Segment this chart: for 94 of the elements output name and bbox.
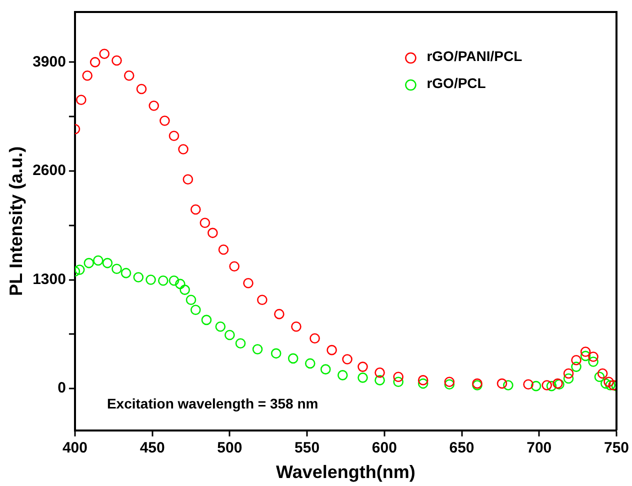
y-tick-label: 2600 xyxy=(32,162,66,180)
point xyxy=(133,272,144,282)
point xyxy=(148,100,160,111)
point xyxy=(374,368,385,378)
point xyxy=(546,380,557,392)
point xyxy=(102,258,113,268)
point xyxy=(342,354,352,364)
point xyxy=(158,275,168,286)
annotation: Excitation wavelength = 358 nm xyxy=(106,395,318,412)
point xyxy=(82,70,92,81)
point xyxy=(374,375,385,386)
point xyxy=(186,294,196,306)
point xyxy=(243,278,254,288)
point xyxy=(594,372,605,382)
y-axis-title: PL Intensity (a.u.) xyxy=(6,146,26,296)
point xyxy=(235,338,246,349)
point xyxy=(180,284,190,295)
point xyxy=(257,294,268,306)
point xyxy=(270,348,282,359)
point xyxy=(190,304,201,316)
x-tick-label: 500 xyxy=(217,440,242,457)
point xyxy=(337,370,348,380)
x-tick-label: 750 xyxy=(604,440,629,457)
point xyxy=(200,218,210,228)
x-tick-label: 650 xyxy=(449,440,474,457)
point xyxy=(215,321,226,332)
point xyxy=(444,376,455,388)
y-tick-label: 3900 xyxy=(32,53,66,70)
point xyxy=(90,57,100,68)
point xyxy=(580,346,591,357)
point xyxy=(168,275,180,286)
point xyxy=(182,174,194,185)
point xyxy=(580,350,591,362)
point xyxy=(218,244,229,255)
point xyxy=(112,55,122,66)
x-tick-label: 450 xyxy=(140,440,165,457)
point xyxy=(229,261,240,272)
y-tick-label: 1300 xyxy=(32,270,66,288)
point xyxy=(112,264,122,274)
point xyxy=(99,48,110,59)
point xyxy=(604,376,614,388)
point xyxy=(160,116,170,126)
point xyxy=(358,362,368,372)
point xyxy=(605,380,616,390)
point xyxy=(563,368,574,379)
point xyxy=(201,314,212,326)
point xyxy=(178,144,188,154)
point xyxy=(224,330,235,340)
point xyxy=(208,228,218,238)
point xyxy=(503,380,514,390)
point xyxy=(252,344,263,354)
point xyxy=(523,379,534,390)
point xyxy=(288,353,298,364)
point xyxy=(393,372,404,382)
x-tick-label: 550 xyxy=(294,440,320,457)
point xyxy=(496,378,508,389)
legend-label: rGO/PANI/PCL xyxy=(426,48,523,64)
point xyxy=(418,375,428,386)
point xyxy=(418,378,428,389)
point xyxy=(588,356,598,367)
point xyxy=(146,274,156,285)
point xyxy=(93,255,104,266)
point xyxy=(444,379,455,390)
legend-label: rGO/PCL xyxy=(426,74,486,91)
x-tick-label: 600 xyxy=(372,440,397,457)
point xyxy=(304,358,316,369)
point xyxy=(588,352,598,362)
point xyxy=(310,333,320,344)
y-tick-label: 0 xyxy=(58,380,66,397)
point xyxy=(74,264,85,275)
point xyxy=(571,362,582,372)
point xyxy=(291,321,302,332)
point xyxy=(542,380,552,390)
point xyxy=(274,308,284,320)
x-tick-label: 700 xyxy=(526,440,552,457)
point xyxy=(393,376,404,388)
point xyxy=(136,84,147,94)
point xyxy=(600,378,611,389)
point xyxy=(84,258,94,268)
point xyxy=(358,372,368,383)
point xyxy=(124,70,134,81)
point xyxy=(120,268,132,278)
x-tick-label: 400 xyxy=(62,440,88,457)
point xyxy=(320,364,331,374)
x-axis-title: Wavelength(nm) xyxy=(276,462,416,482)
point xyxy=(530,380,542,392)
point xyxy=(597,368,608,379)
point xyxy=(190,204,201,215)
point xyxy=(168,130,180,141)
point xyxy=(175,278,186,290)
point xyxy=(571,354,582,366)
point xyxy=(326,344,337,356)
point xyxy=(563,373,574,384)
point xyxy=(76,94,86,106)
